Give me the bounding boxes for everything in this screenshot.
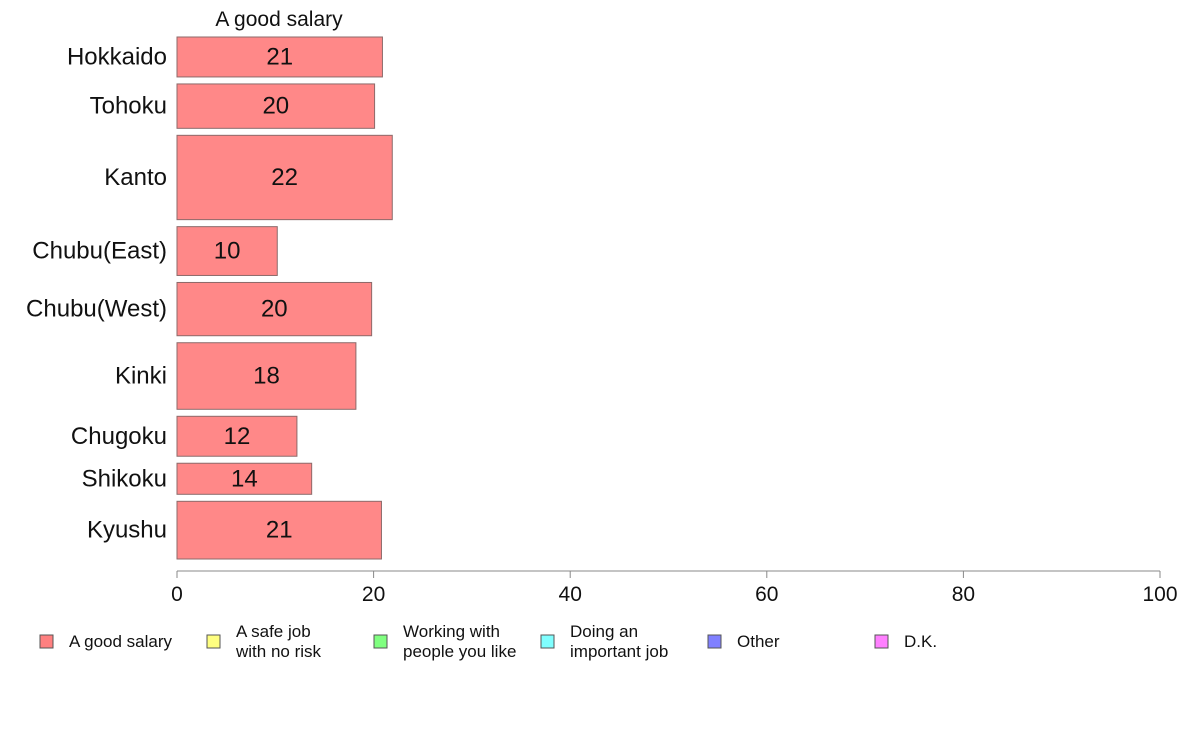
category-label: Chubu(East)	[32, 238, 167, 265]
bars-layer: Hokkaido 21 Tohoku 20 Kanto 22 Chubu(East) 10 Ch…	[26, 36, 393, 560]
bar-value-label: 20	[261, 296, 288, 323]
legend-swatch	[874, 634, 889, 649]
x-tick-label: 100	[1142, 583, 1177, 606]
bar-kanto	[176, 134, 393, 221]
x-tick-label: 80	[952, 583, 975, 606]
x-axis: 0 20 40 60 80 100	[171, 570, 1178, 606]
x-tick-label: 20	[362, 583, 385, 606]
x-tick-label: 60	[755, 583, 778, 606]
bar-chubu-east	[176, 226, 278, 276]
category-label: Hokkaido	[67, 43, 167, 70]
category-label: Shikoku	[82, 465, 167, 492]
bar-value-label: 21	[266, 517, 293, 544]
bar-value-label: 12	[224, 423, 251, 450]
chart-title: A good salary	[215, 8, 343, 31]
category-label: Kyushu	[87, 517, 167, 544]
legend-swatch	[540, 634, 555, 649]
category-label: Tohoku	[90, 93, 167, 120]
legend-label: A good salary	[69, 632, 173, 651]
bar-shikoku	[176, 462, 313, 495]
bar-kyushu	[176, 500, 382, 560]
bar-value-label: 22	[271, 164, 298, 191]
bar-value-label: 21	[266, 43, 293, 70]
bar-value-label: 10	[214, 238, 241, 265]
bar-value-label: 18	[253, 363, 280, 390]
legend-label: Working with people you like	[403, 622, 516, 661]
legend-label: A safe job with no risk	[235, 622, 322, 661]
x-tick-label: 0	[171, 583, 183, 606]
category-label: Chubu(West)	[26, 296, 167, 323]
category-label: Chugoku	[71, 423, 167, 450]
legend-swatch	[373, 634, 388, 649]
legend-swatch	[206, 634, 221, 649]
bar-chubu-west	[176, 281, 373, 337]
legend-label: Doing an important job	[570, 622, 668, 661]
bar-kinki	[176, 342, 357, 410]
bar-value-label: 20	[262, 93, 289, 120]
bar-tohoku	[176, 83, 376, 129]
bar-value-label: 14	[231, 465, 258, 492]
legend: A good salary A safe job with no risk Worki…	[39, 622, 937, 661]
category-label: Kinki	[115, 363, 167, 390]
category-label: Kanto	[104, 164, 167, 191]
bar-chugoku	[176, 415, 298, 457]
legend-label: Other	[737, 632, 780, 651]
legend-swatch	[39, 634, 54, 649]
x-tick-label: 40	[559, 583, 582, 606]
legend-swatch	[707, 634, 722, 649]
legend-label: D.K.	[904, 632, 937, 651]
bar-hokkaido	[176, 36, 383, 78]
